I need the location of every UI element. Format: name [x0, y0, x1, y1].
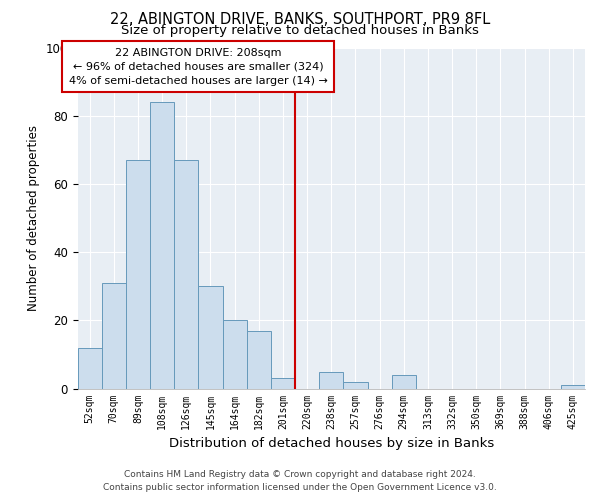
Bar	[343, 382, 368, 388]
Bar	[392, 375, 416, 388]
Text: Contains HM Land Registry data © Crown copyright and database right 2024.
Contai: Contains HM Land Registry data © Crown c…	[103, 470, 497, 492]
Bar	[223, 320, 247, 388]
Text: Size of property relative to detached houses in Banks: Size of property relative to detached ho…	[121, 24, 479, 37]
Bar	[77, 348, 101, 389]
Bar	[101, 283, 126, 389]
X-axis label: Distribution of detached houses by size in Banks: Distribution of detached houses by size …	[169, 437, 494, 450]
Bar	[319, 372, 343, 388]
Bar	[199, 286, 223, 388]
Bar	[561, 385, 585, 388]
Bar	[271, 378, 295, 388]
Y-axis label: Number of detached properties: Number of detached properties	[27, 125, 40, 311]
Bar	[126, 160, 150, 388]
Bar	[247, 330, 271, 388]
Bar	[174, 160, 199, 388]
Text: 22 ABINGTON DRIVE: 208sqm
← 96% of detached houses are smaller (324)
4% of semi-: 22 ABINGTON DRIVE: 208sqm ← 96% of detac…	[69, 48, 328, 86]
Bar	[150, 102, 174, 389]
Text: 22, ABINGTON DRIVE, BANKS, SOUTHPORT, PR9 8FL: 22, ABINGTON DRIVE, BANKS, SOUTHPORT, PR…	[110, 12, 490, 28]
